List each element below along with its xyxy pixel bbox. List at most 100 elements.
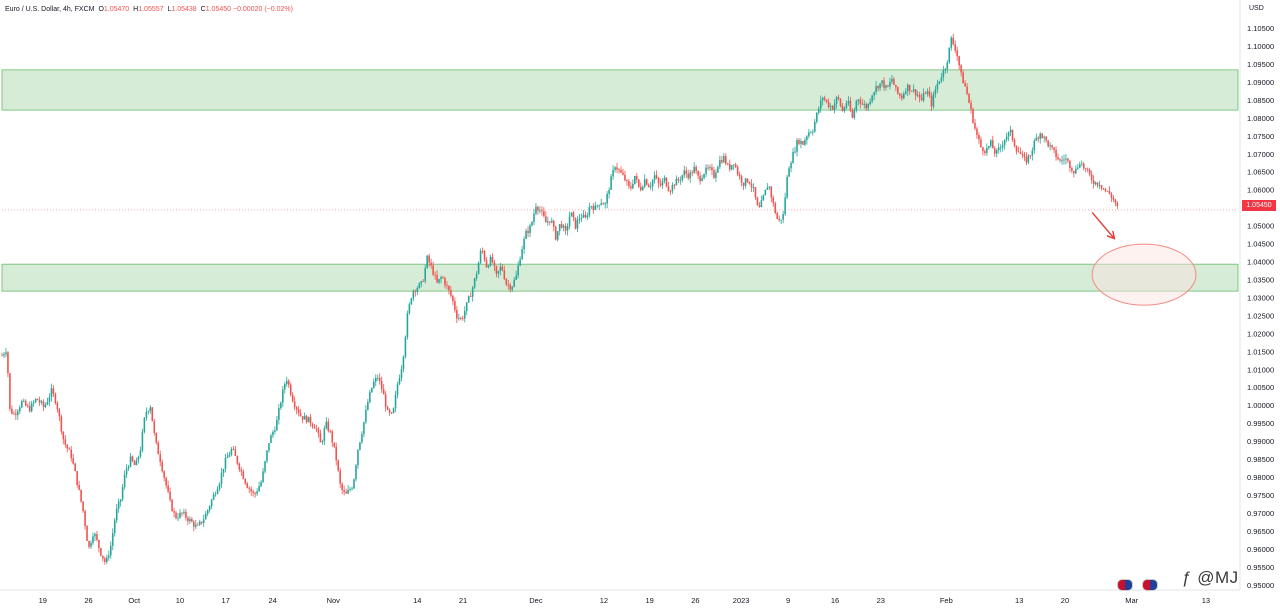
- candle-body: [372, 381, 375, 388]
- candle-body: [287, 380, 290, 385]
- candle-body: [657, 178, 660, 184]
- close-label: C: [200, 6, 206, 13]
- candle-body: [578, 218, 581, 221]
- candle-body: [17, 411, 19, 416]
- candle-body: [280, 402, 282, 409]
- price-tick-label: 1.10000: [1247, 42, 1274, 51]
- candle-body: [1013, 140, 1016, 147]
- candle-body: [185, 511, 187, 518]
- candle-body: [315, 428, 318, 430]
- candle-body: [501, 266, 504, 271]
- flag-eu-us-icon[interactable]: [1117, 579, 1133, 591]
- candle-body: [3, 354, 5, 356]
- candle-body: [659, 183, 662, 186]
- candle-body: [410, 298, 413, 305]
- candle-body: [428, 255, 430, 263]
- candle-body: [157, 442, 160, 455]
- candle-body: [730, 165, 733, 170]
- candle-body: [782, 214, 784, 220]
- candle-body: [418, 283, 421, 289]
- candle-body: [928, 91, 931, 96]
- candle-body: [102, 555, 104, 559]
- candle-body: [74, 463, 76, 472]
- price-tick-label: 1.09000: [1247, 78, 1274, 87]
- candle-body: [479, 250, 482, 263]
- candle-body: [38, 400, 41, 403]
- candle-body: [568, 216, 571, 227]
- candle-body: [895, 84, 897, 88]
- candle-body: [248, 487, 250, 489]
- candle-body: [9, 373, 11, 409]
- candle-body: [1037, 137, 1040, 139]
- candle-body: [11, 408, 13, 414]
- candle-body: [865, 104, 868, 109]
- candle-body: [604, 203, 606, 205]
- candle-body: [1001, 145, 1004, 148]
- candle-body: [908, 84, 911, 92]
- candle-body: [1102, 188, 1105, 190]
- candle-body: [434, 274, 436, 276]
- candle-body: [1053, 147, 1055, 151]
- candle-body: [823, 97, 826, 100]
- candle-body: [242, 471, 245, 479]
- candle-body: [750, 183, 753, 188]
- flag-eu-us-icon-2[interactable]: [1142, 579, 1158, 591]
- candle-body: [574, 217, 577, 229]
- candle-body: [111, 533, 114, 546]
- candle-body: [80, 489, 82, 502]
- candle-body: [1088, 169, 1091, 175]
- candle-body: [1084, 168, 1087, 169]
- candle-body: [359, 442, 361, 450]
- candle-body: [127, 466, 130, 469]
- price-tick-label: 1.10500: [1247, 24, 1274, 33]
- candle-body: [849, 100, 852, 111]
- time-tick-label: 19: [645, 596, 653, 605]
- candle-body: [153, 421, 156, 433]
- candle-body: [509, 284, 512, 290]
- candle-body: [175, 512, 177, 518]
- candle-body: [46, 401, 49, 405]
- candle-body: [689, 172, 692, 179]
- candle-body: [645, 179, 648, 185]
- candle-body: [323, 428, 326, 442]
- candle-body: [311, 423, 314, 427]
- candle-body: [709, 167, 711, 169]
- candle-body: [792, 151, 794, 164]
- candle-body: [616, 167, 618, 170]
- candle-body: [426, 255, 428, 268]
- candle-body: [282, 389, 284, 403]
- candle-body: [600, 203, 603, 205]
- candle-body: [483, 250, 486, 261]
- candle-body: [436, 275, 438, 283]
- candle-body: [837, 97, 840, 99]
- candle-body: [363, 422, 365, 435]
- candle-body: [448, 285, 450, 291]
- candle-body: [853, 110, 856, 118]
- candle-body: [813, 121, 816, 132]
- candle-body: [1027, 155, 1030, 163]
- candle-body: [537, 206, 539, 211]
- candle-body: [276, 419, 278, 431]
- candle-body: [333, 442, 336, 447]
- candle-body: [341, 483, 343, 491]
- candle-body: [78, 485, 80, 490]
- candle-body: [796, 140, 798, 152]
- candle-body: [984, 151, 986, 154]
- event-flags[interactable]: [1117, 578, 1167, 596]
- candle-body: [481, 250, 484, 252]
- candle-body: [396, 384, 399, 395]
- candle-body: [353, 479, 355, 489]
- candle-body: [715, 172, 717, 178]
- price-tick-label: 1.01500: [1247, 347, 1274, 356]
- candle-body: [109, 545, 112, 556]
- candle-body: [394, 394, 397, 409]
- candle-body: [726, 163, 729, 165]
- candle-body: [189, 519, 191, 522]
- candle-body: [1114, 199, 1117, 204]
- candle-body: [406, 313, 409, 338]
- candle-body: [412, 290, 415, 299]
- candle-body: [632, 183, 634, 189]
- price-tick-label: 1.03000: [1247, 293, 1274, 302]
